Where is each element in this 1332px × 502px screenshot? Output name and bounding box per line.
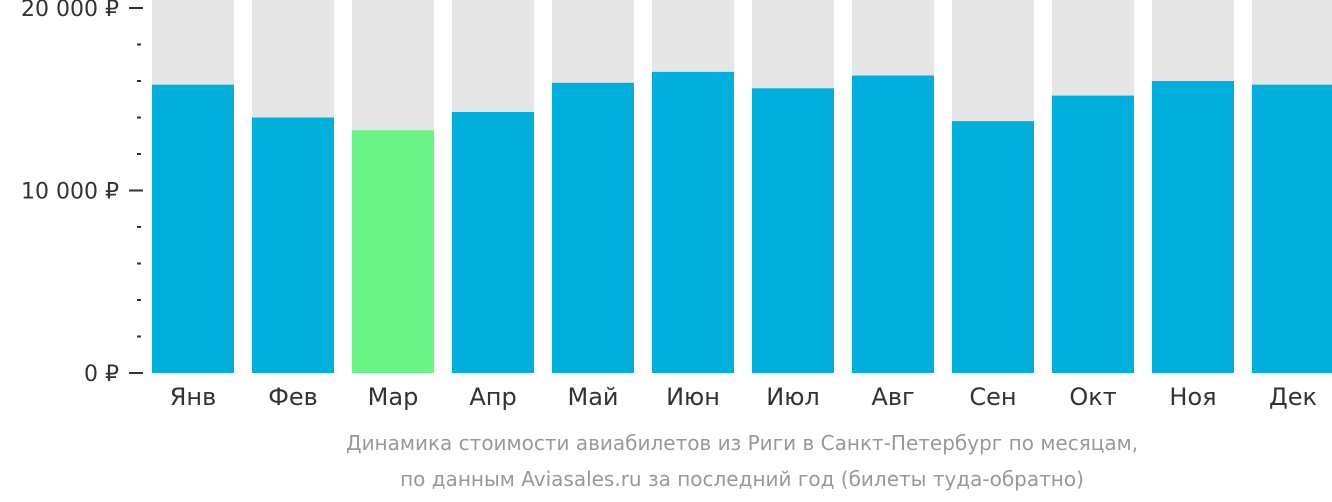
x-tick-label: Окт bbox=[1069, 383, 1116, 411]
x-tick-label: Сен bbox=[969, 383, 1016, 411]
chart-caption-line-2: по данным Aviasales.ru за последний год … bbox=[400, 467, 1084, 491]
bar-value[interactable] bbox=[252, 117, 334, 374]
x-tick-label: Июн bbox=[666, 383, 720, 411]
bar-value[interactable] bbox=[452, 112, 534, 374]
y-tick-label: 20 000 ₽ bbox=[21, 0, 119, 22]
x-tick-label: Апр bbox=[469, 383, 516, 411]
x-tick-label: Дек bbox=[1269, 383, 1317, 411]
bar-value[interactable] bbox=[1252, 84, 1332, 374]
bar-value[interactable] bbox=[752, 88, 834, 374]
bar-value[interactable] bbox=[552, 82, 634, 373]
y-tick-label: 10 000 ₽ bbox=[21, 180, 119, 205]
x-tick-label: Ноя bbox=[1169, 383, 1216, 411]
x-tick-label: Мар bbox=[368, 383, 419, 411]
bar-value[interactable] bbox=[652, 71, 734, 373]
x-tick-label: Фев bbox=[268, 383, 318, 411]
bar-value[interactable] bbox=[952, 121, 1034, 374]
bar-value[interactable] bbox=[852, 75, 934, 374]
bar-highlight[interactable] bbox=[352, 130, 434, 373]
x-tick-label: Янв bbox=[170, 383, 217, 411]
x-tick-label: Июл bbox=[766, 383, 820, 411]
x-tick-label: Авг bbox=[871, 383, 914, 411]
bar-value[interactable] bbox=[1052, 95, 1134, 373]
y-tick-label: 0 ₽ bbox=[84, 362, 119, 387]
chart-caption-line-1: Динамика стоимости авиабилетов из Риги в… bbox=[345, 431, 1139, 455]
price-bar-chart: Янв Фев Мар Апр Май Июн Июл Авг Сен Окт Ноя Дек 0 ₽ 1… bbox=[21, 0, 1332, 411]
x-tick-label: Май bbox=[567, 383, 618, 411]
bar-value[interactable] bbox=[152, 84, 234, 374]
bar-value[interactable] bbox=[1152, 81, 1234, 373]
